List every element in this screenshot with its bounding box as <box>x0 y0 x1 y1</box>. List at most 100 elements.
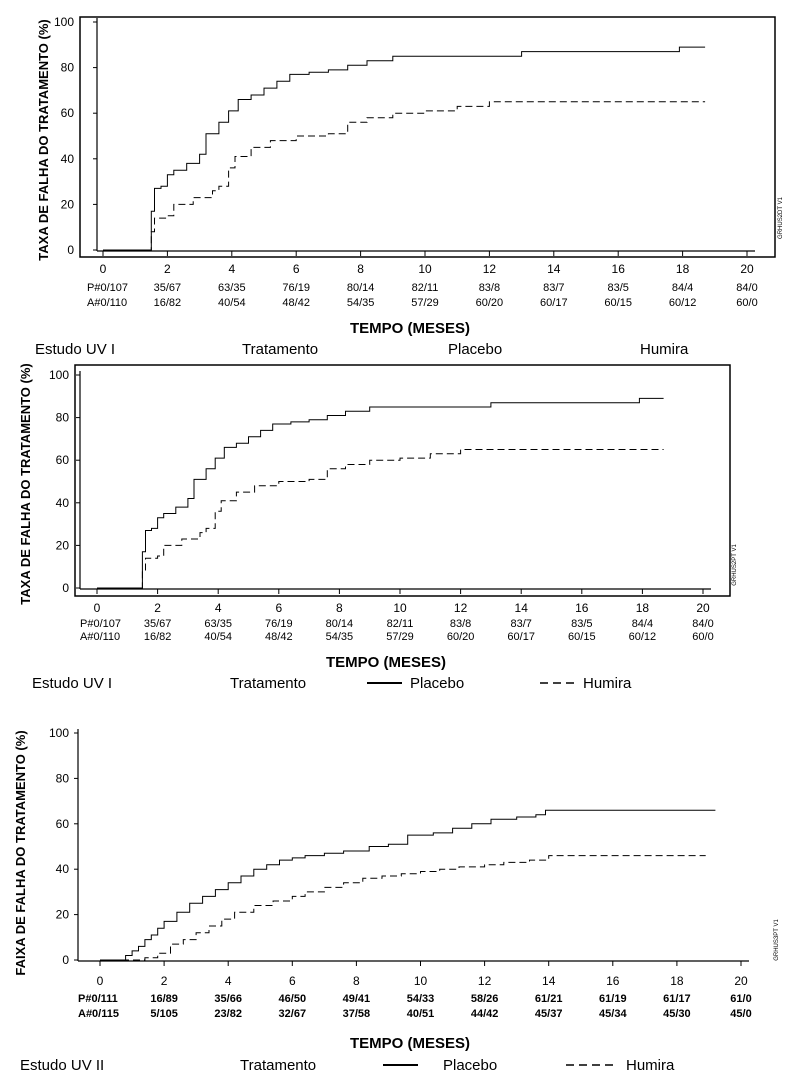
x-tick-label: 18 <box>676 262 690 276</box>
risk-cell: 60/20 <box>476 297 504 309</box>
x-tick-label: 10 <box>393 601 407 615</box>
series-line-placebo <box>103 46 706 251</box>
risk-cell: 44/42 <box>471 1008 499 1020</box>
risk-cell: 49/41 <box>343 993 371 1005</box>
x-tick-label: 0 <box>94 601 101 615</box>
x-tick-label: 6 <box>289 974 296 988</box>
x-tick-label: 20 <box>734 974 748 988</box>
risk-cell: 35/66 <box>214 993 242 1005</box>
x-axis-title: TEMPO (MESES) <box>350 1035 470 1052</box>
risk-cell: 40/54 <box>204 631 232 643</box>
y-tick-label: 0 <box>62 581 69 595</box>
figure-code-label: GRHUS2PT V1 <box>732 544 738 586</box>
risk-cell: 80/14 <box>326 618 354 630</box>
x-tick-label: 10 <box>414 974 428 988</box>
figure-code-label: GRHUS3PT V1 <box>774 919 780 961</box>
risk-cell: 63/35 <box>204 618 232 630</box>
x-tick-label: 18 <box>636 601 650 615</box>
risk-cell: 45/30 <box>663 1008 691 1020</box>
y-tick-label: 60 <box>61 106 75 120</box>
risk-row-label: A#0/115 <box>78 1008 119 1020</box>
x-tick-label: 12 <box>478 974 492 988</box>
x-tick-label: 16 <box>575 601 589 615</box>
risk-cell: 83/7 <box>543 282 564 294</box>
risk-cell: 83/8 <box>450 618 471 630</box>
risk-cell: 40/51 <box>407 1008 435 1020</box>
legend-treatment-label: Tratamento <box>230 675 306 692</box>
risk-cell: 40/54 <box>218 297 246 309</box>
x-tick-label: 20 <box>696 601 710 615</box>
x-tick-label: 12 <box>454 601 468 615</box>
risk-cell: 16/82 <box>154 297 182 309</box>
risk-row-label: P#0/107 <box>87 282 128 294</box>
x-tick-label: 14 <box>515 601 529 615</box>
y-tick-label: 60 <box>56 453 70 467</box>
fragment-mask <box>0 355 800 365</box>
risk-cell: 60/15 <box>604 297 632 309</box>
risk-cell: 60/0 <box>692 631 713 643</box>
x-tick-label: 14 <box>542 974 556 988</box>
y-axis-title: TAXA DE FALHA DO TRATAMENTO (%) <box>36 19 51 260</box>
series-line-placebo <box>100 809 716 961</box>
risk-cell: 60/17 <box>540 297 568 309</box>
y-tick-label: 0 <box>67 243 74 257</box>
legend-study-label: Estudo UV I <box>32 675 112 692</box>
risk-cell: 83/5 <box>607 282 628 294</box>
legend-humira-label: Humira <box>583 675 632 692</box>
fragment-study-label: Estudo UV I <box>35 341 115 358</box>
risk-cell: 80/14 <box>347 282 375 294</box>
y-tick-label: 40 <box>56 496 70 510</box>
x-tick-label: 4 <box>225 974 232 988</box>
y-tick-label: 80 <box>56 411 70 425</box>
risk-cell: 23/82 <box>214 1008 242 1020</box>
y-axis-title: TAXA DE FALHA DO TRATAMENTO (%) <box>18 363 33 604</box>
x-tick-label: 16 <box>612 262 626 276</box>
x-tick-label: 6 <box>293 262 300 276</box>
y-tick-label: 100 <box>49 368 69 382</box>
risk-cell: 16/82 <box>144 631 172 643</box>
risk-cell: 76/19 <box>282 282 310 294</box>
x-tick-label: 6 <box>275 601 282 615</box>
risk-cell: 76/19 <box>265 618 293 630</box>
x-tick-label: 8 <box>353 974 360 988</box>
fragment-treatment-label: Tratamento <box>242 341 318 358</box>
legend-humira-label: Humira <box>626 1057 675 1074</box>
risk-cell: 54/35 <box>347 297 375 309</box>
risk-row-label: A#0/110 <box>87 297 127 309</box>
x-tick-label: 16 <box>606 974 620 988</box>
x-tick-label: 18 <box>670 974 684 988</box>
risk-row-label: A#0/110 <box>80 631 120 643</box>
x-axis-title: TEMPO (MESES) <box>326 654 446 671</box>
risk-cell: 83/8 <box>479 282 500 294</box>
chart-panel-uv2: 0 20 40 60 80 100 0 2 4 6 8 10 12 14 16 18 20 FAIXA DE FA… <box>13 726 780 1074</box>
x-tick-label: 2 <box>154 601 161 615</box>
x-tick-label: 4 <box>215 601 222 615</box>
y-tick-label: 100 <box>49 726 69 740</box>
plot-frame <box>74 364 731 597</box>
y-tick-label: 0 <box>62 953 69 967</box>
risk-row-label: P#0/107 <box>80 618 121 630</box>
risk-cell: 83/7 <box>510 618 531 630</box>
y-tick-label: 40 <box>61 152 75 166</box>
series-line-humira <box>103 101 706 251</box>
y-tick-label: 20 <box>56 908 70 922</box>
y-tick-label: 20 <box>61 197 75 211</box>
x-tick-label: 10 <box>418 262 432 276</box>
risk-row-label: P#0/111 <box>78 993 118 1005</box>
risk-cell: 84/4 <box>672 282 693 294</box>
risk-cell: 61/0 <box>730 993 751 1005</box>
risk-cell: 57/29 <box>386 631 414 643</box>
risk-cell: 48/42 <box>265 631 293 643</box>
x-tick-label: 4 <box>228 262 235 276</box>
legend-placebo-label: Placebo <box>443 1057 497 1074</box>
risk-cell: 45/34 <box>599 1008 627 1020</box>
risk-cell: 37/58 <box>343 1008 371 1020</box>
y-tick-label: 60 <box>56 817 70 831</box>
risk-cell: 61/17 <box>663 993 691 1005</box>
risk-cell: 45/37 <box>535 1008 563 1020</box>
x-tick-label: 12 <box>483 262 497 276</box>
cropped-legend-fragment: Estudo UV I Tratamento Placebo Humira <box>0 341 800 365</box>
risk-cell: 5/105 <box>150 1008 178 1020</box>
risk-cell: 61/19 <box>599 993 627 1005</box>
